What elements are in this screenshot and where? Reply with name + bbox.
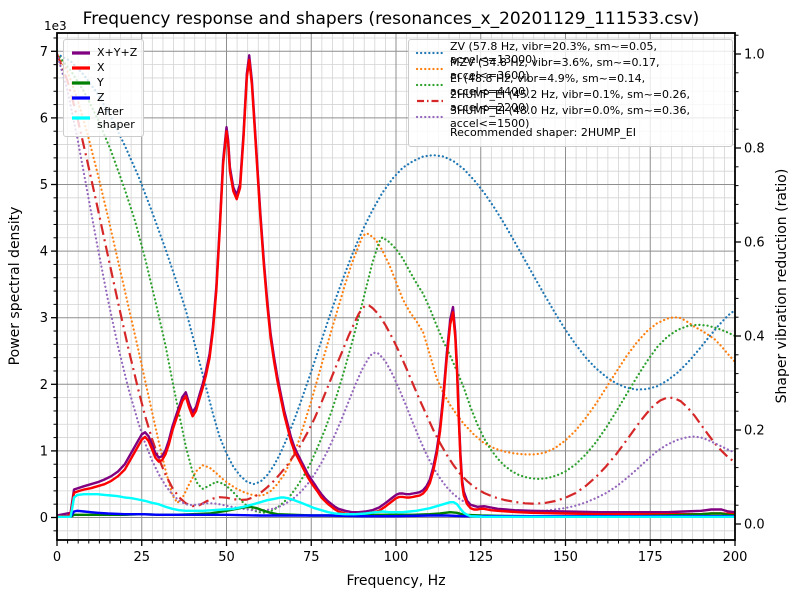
legend-item-z: Z xyxy=(70,90,137,105)
x-tick-label: 125 xyxy=(468,550,493,565)
legend-shapers: ZV (57.8 Hz, vibr=20.3%, sm~=0.05, accel… xyxy=(408,39,733,147)
tick-labels: 0 25 50 75 100 125 150 175 200 0 1 2 3 4 5 6 7 0.0 0.2 0.4 0… xyxy=(40,45,765,565)
y-left-tick-label: 3 xyxy=(40,311,48,326)
y-right-tick-label: 0.8 xyxy=(744,142,765,157)
legend-line-swatch xyxy=(72,65,90,70)
legend-line-swatch xyxy=(72,95,90,100)
x-tick-label: 50 xyxy=(218,550,235,565)
y-left-tick-label: 5 xyxy=(40,178,48,193)
x-tick-label: 200 xyxy=(723,550,748,565)
y-right-tick-label: 0.0 xyxy=(744,518,765,533)
legend-item-x: X xyxy=(70,60,137,75)
y-left-tick-label: 4 xyxy=(40,245,48,260)
y-left-axis-label: Power spectral density xyxy=(7,207,23,366)
x-tick-label: 25 xyxy=(133,550,150,565)
legend-item-recommended-shaper: Recommended shaper: 2HUMP_EI xyxy=(415,125,726,141)
legend-line-swatch xyxy=(415,128,445,138)
x-tick-label: 75 xyxy=(303,550,320,565)
x-tick-label: 0 xyxy=(53,550,61,565)
series-x xyxy=(57,58,735,518)
series-z xyxy=(57,509,735,518)
plot-curves xyxy=(57,52,735,518)
x-tick-label: 150 xyxy=(553,550,578,565)
legend-item-x+y+z: X+Y+Z xyxy=(70,45,137,60)
legend-item-mzv: MZV (34.8 Hz, vibr=3.6%, sm~=0.17, accel… xyxy=(415,56,726,82)
legend-line-swatch xyxy=(415,51,445,55)
y-right-tick-label: 0.6 xyxy=(744,236,765,251)
legend-item-zv: ZV (57.8 Hz, vibr=20.3%, sm~=0.05, accel… xyxy=(415,40,726,66)
legend-item-label: X+Y+Z xyxy=(97,45,138,59)
legend-item-label: X xyxy=(97,60,105,74)
legend-item-label: MZV (34.8 Hz, vibr=3.6%, sm~=0.17, accel… xyxy=(450,55,660,82)
legend-item-label: 3HUMP_EI (48.0 Hz, vibr=0.0%, sm~=0.36, … xyxy=(450,103,691,130)
legend-line-swatch xyxy=(415,115,445,119)
y-left-tick-label: 1 xyxy=(40,444,48,459)
series-3hump-ei xyxy=(57,52,735,513)
chart-title: Frequency response and shapers (resonanc… xyxy=(83,9,700,29)
legend-item-label: After shaper xyxy=(97,105,135,132)
legend-line-swatch xyxy=(72,50,90,55)
legend-line-swatch xyxy=(72,80,90,85)
legend-item-label: Z xyxy=(97,90,105,104)
x-tick-label: 175 xyxy=(638,550,663,565)
y-left-tick-label: 7 xyxy=(40,45,48,60)
legend-line-swatch xyxy=(415,67,445,71)
legend-item-y: Y xyxy=(70,75,137,90)
legend-item-label: Y xyxy=(97,75,104,89)
y-right-axis-label: Shaper vibration reduction (ratio) xyxy=(774,169,790,404)
series-after-shaper xyxy=(57,493,735,518)
legend-line-swatch xyxy=(417,99,443,103)
y-right-tick-label: 1.0 xyxy=(744,48,765,63)
axes-spines-ticks xyxy=(51,32,741,546)
series-zv xyxy=(57,52,735,486)
legend-psd: X+Y+Z X Y Z After shaper xyxy=(63,39,145,138)
legend-item-label: 2HUMP_EI (45.2 Hz, vibr=0.1%, sm~=0.26, … xyxy=(450,87,691,114)
x-tick-label: 100 xyxy=(384,550,409,565)
y-left-tick-label: 6 xyxy=(40,111,48,126)
legend-item-ei: EI (48.8 Hz, vibr=4.9%, sm~=0.14, accel<… xyxy=(415,72,726,98)
y-right-tick-label: 0.2 xyxy=(744,424,765,439)
legend-line-swatch xyxy=(72,116,90,120)
legend-item-label: EI (48.8 Hz, vibr=4.9%, sm~=0.14, accel<… xyxy=(450,71,646,98)
y-left-offset-label: 1e3 xyxy=(44,19,67,33)
legend-item-label: ZV (57.8 Hz, vibr=20.3%, sm~=0.05, accel… xyxy=(450,39,657,66)
y-left-tick-label: 0 xyxy=(40,511,48,526)
legend-item-after: After shaper xyxy=(70,105,137,131)
legend-item-3hump_ei: 3HUMP_EI (48.0 Hz, vibr=0.0%, sm~=0.36, … xyxy=(415,104,726,130)
series-ei xyxy=(57,52,735,514)
x-axis-label: Frequency, Hz xyxy=(346,573,445,589)
y-left-tick-label: 2 xyxy=(40,378,48,393)
y-right-tick-label: 0.4 xyxy=(744,330,765,345)
legend-item-2hump_ei: 2HUMP_EI (45.2 Hz, vibr=0.1%, sm~=0.26, … xyxy=(415,88,726,114)
legend-item-label: Recommended shaper: 2HUMP_EI xyxy=(450,126,636,140)
legend-line-swatch xyxy=(415,83,445,87)
